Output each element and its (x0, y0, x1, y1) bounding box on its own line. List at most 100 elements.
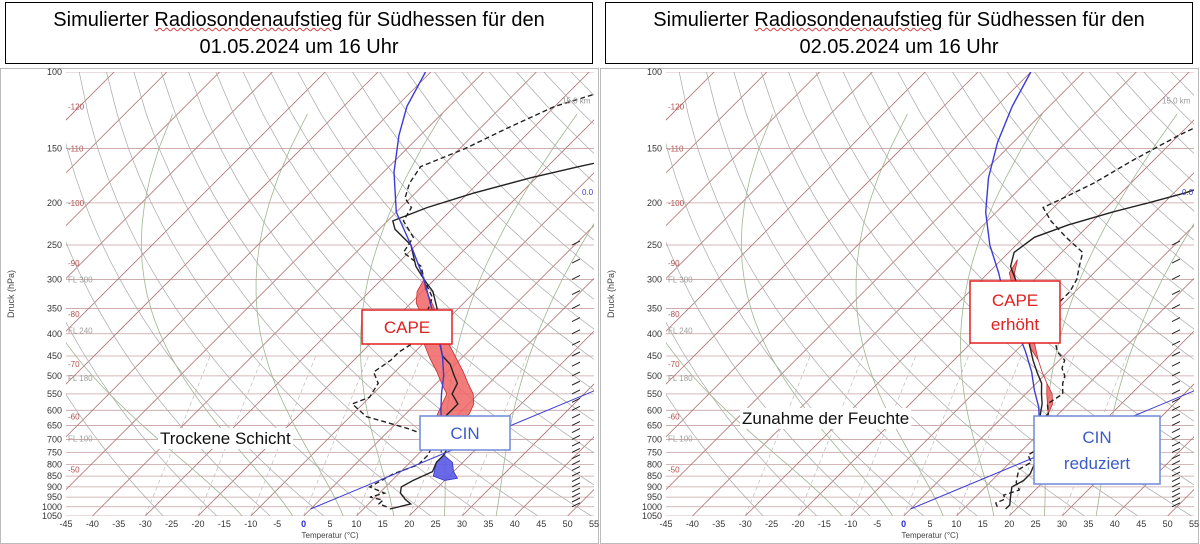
moist-adiabat-line (66, 342, 243, 516)
title-prefix: Simulierter (53, 9, 155, 31)
y-tick-label: 350 (47, 304, 62, 314)
y-tick-label: 800 (647, 460, 662, 470)
dry-adiabat-line (760, 72, 1139, 516)
wind-barb (1171, 361, 1181, 367)
y-tick-label: 200 (647, 198, 662, 208)
y-tick-label: 800 (47, 460, 62, 470)
wind-barb (571, 492, 581, 498)
cin-label-box (1033, 415, 1161, 485)
y-tick-label: 950 (647, 492, 662, 502)
isotherm-label: -110 (668, 145, 684, 154)
wind-barb (571, 351, 581, 357)
height-label: 15.0 km (1162, 96, 1191, 105)
wind-barb (571, 389, 581, 395)
dry-adiabat-line (66, 241, 271, 516)
isotherm-line (461, 383, 594, 516)
isotherm-label: -100 (668, 199, 685, 208)
x-tick-label: -25 (765, 519, 778, 529)
title-suffix: für Südhessen für den (342, 9, 545, 31)
wind-barb (1171, 487, 1181, 493)
dry-adiabat-line (406, 72, 594, 270)
y-tick-label: 1000 (42, 502, 62, 512)
isotherm-line (666, 72, 1032, 438)
isotherm-line (666, 72, 768, 174)
wind-barb (571, 434, 581, 440)
wind-barb (1171, 460, 1181, 466)
flight-level-label: FL 180 (68, 374, 93, 383)
wind-barb (1171, 482, 1181, 488)
cape-label: CAPE (992, 291, 1038, 310)
dry-adiabat-line (678, 72, 978, 516)
moist-adiabat-line (959, 113, 1043, 516)
wind-barb (571, 428, 581, 434)
wind-barb (1171, 477, 1181, 483)
wind-barb (1171, 304, 1181, 310)
y-tick-label: 200 (47, 198, 62, 208)
wind-barb (1171, 413, 1181, 419)
wind-barb (1171, 448, 1181, 453)
dry-adiabat-line (706, 72, 1032, 516)
surface-line-series-line (310, 390, 594, 510)
y-tick-label: 750 (47, 447, 62, 457)
isotherm-line (66, 72, 220, 227)
y-tick-label: 550 (47, 389, 62, 399)
wind-barb (571, 448, 581, 453)
wind-barb (1171, 258, 1181, 264)
y-tick-label: 700 (47, 434, 62, 444)
dry-adiabat-line (815, 72, 1194, 486)
dry-adiabat-line (379, 72, 594, 300)
x-tick-label: -30 (139, 519, 152, 529)
mixing-ratio-line (903, 355, 969, 516)
moist-adiabat-line (140, 113, 294, 516)
wind-barb (571, 471, 581, 477)
isotherm-line (692, 72, 1137, 516)
moist-adiabat-line (740, 113, 894, 516)
flight-level-label: FL 180 (668, 374, 693, 383)
x-tick-label: 30 (457, 519, 467, 529)
left-chart-panel: Simulierter Radiosondenaufstieg für Südh… (0, 2, 599, 544)
wind-barb (1171, 454, 1181, 460)
wind-barb (571, 317, 581, 323)
wind-barb (571, 405, 581, 411)
title-prefix: Simulierter (653, 9, 755, 31)
dry-adiabat-line (297, 72, 594, 391)
isotherm-line (66, 72, 326, 332)
plot-area (66, 72, 594, 516)
isotherm-line (956, 277, 1194, 516)
x-tick-label: 55 (1189, 519, 1199, 529)
x-tick-label: -40 (686, 519, 699, 529)
y-tick-label: 500 (47, 371, 62, 381)
flight-level-label: FL 300 (668, 275, 693, 284)
right-chart-panel: Simulierter Radiosondenaufstieg für Südh… (600, 0, 1200, 544)
x-tick-label: -15 (818, 519, 831, 529)
isotherm-line (666, 72, 873, 279)
wind-barb (571, 497, 581, 503)
wind-barb (1171, 389, 1181, 395)
dry-adiabat-line (897, 72, 1194, 391)
y-tick-label: 100 (647, 68, 662, 77)
x-tick-label: 45 (1136, 519, 1146, 529)
x-tick-label: 15 (978, 519, 988, 529)
moist-adiabat-line (666, 342, 843, 516)
y-tick-label: 450 (47, 351, 62, 361)
x-tick-label: -15 (218, 519, 231, 529)
x-tick-label: 50 (1163, 519, 1173, 529)
x-tick-label: -45 (59, 519, 72, 529)
wind-barb (571, 502, 581, 508)
cin-area (432, 454, 459, 481)
isotherm-line (66, 72, 432, 438)
y-tick-label: 1000 (642, 502, 662, 512)
isotherm-label: -50 (668, 465, 680, 474)
cape-label-box (969, 280, 1061, 344)
x-tick-label: -10 (844, 519, 857, 529)
chart-frame (0, 68, 599, 544)
mixing-ratio-line (956, 355, 1022, 516)
isotherm-label: -100 (68, 199, 85, 208)
dry-adiabat-line (979, 72, 1194, 300)
y-tick-label: 650 (47, 420, 62, 430)
mixing-ratio-line (850, 355, 917, 516)
dry-adiabat-line (842, 72, 1194, 454)
temperature-series-line (1005, 189, 1194, 510)
